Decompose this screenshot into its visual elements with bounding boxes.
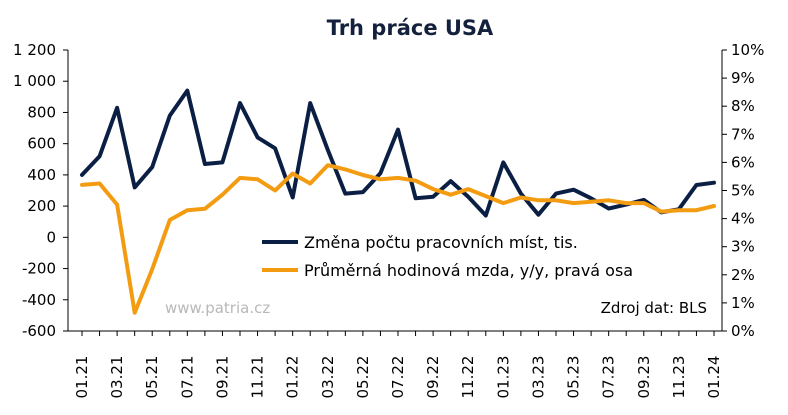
right-tick-label: 6%: [731, 153, 755, 171]
right-tick-label: 4%: [731, 210, 755, 228]
x-tick-label: 05.22: [354, 356, 372, 399]
right-axis: 0% 1% 2% 3% 4% 5% 6% 7% 8% 9% 10%: [722, 41, 764, 340]
left-axis: -600 -400 -200 0 200 400 600 800 1 000 1 200: [13, 41, 68, 340]
legend-label-jobs: Změna počtu pracovních míst, tis.: [304, 233, 578, 252]
chart-title: Trh práce USA: [327, 16, 494, 40]
x-axis: 01.21 03.21 05.21 07.21 09.21 11.21 01.22 03.22…: [73, 331, 723, 398]
x-tick-label: 01.22: [284, 356, 302, 399]
left-tick-label: 600: [27, 135, 56, 153]
series-line-jobs: [80, 88, 716, 218]
x-tick-label: 03.22: [319, 356, 337, 399]
right-tick-label: 9%: [731, 69, 755, 87]
left-tick-label: 800: [27, 103, 56, 121]
right-tick-label: 2%: [731, 266, 755, 284]
legend: Změna počtu pracovních míst, tis. Průměr…: [262, 233, 633, 280]
watermark: www.patria.cz: [165, 299, 270, 317]
left-tick-label: -200: [22, 260, 56, 278]
x-tick-label: 05.21: [143, 356, 161, 399]
left-tick-label: 1 000: [13, 72, 56, 90]
left-tick-label: 200: [27, 197, 56, 215]
left-tick-label: 400: [27, 166, 56, 184]
x-tick-label: 11.22: [459, 356, 477, 399]
right-tick-label: 1%: [731, 294, 755, 312]
right-tick-label: 0%: [731, 322, 755, 340]
right-tick-label: 5%: [731, 182, 755, 200]
right-tick-label: 7%: [731, 125, 755, 143]
right-tick-label: 3%: [731, 238, 755, 256]
left-tick-label: 1 200: [13, 41, 56, 59]
x-tick-label: 01.24: [705, 356, 723, 399]
x-tick-label: 07.21: [178, 356, 196, 399]
series-layer: [80, 88, 716, 315]
legend-label-wage: Průměrná hodinová mzda, y/y, pravá osa: [304, 261, 633, 280]
x-tick-label: 01.23: [494, 356, 512, 399]
right-tick-label: 10%: [731, 41, 764, 59]
x-tick-label: 03.21: [108, 356, 126, 399]
source-note: Zdroj dat: BLS: [601, 299, 707, 317]
x-tick-label: 11.23: [670, 356, 688, 399]
left-tick-label: 0: [46, 228, 56, 246]
x-tick-label: 09.22: [424, 356, 442, 399]
x-tick-label: 07.22: [389, 356, 407, 399]
right-tick-label: 8%: [731, 97, 755, 115]
x-tick-label: 05.23: [565, 356, 583, 399]
series-line-wage: [80, 163, 716, 315]
x-tick-label: 03.23: [529, 356, 547, 399]
x-tick-label: 09.21: [213, 356, 231, 399]
x-tick-label: 01.21: [73, 356, 91, 399]
left-tick-label: -600: [22, 322, 56, 340]
left-tick-label: -400: [22, 291, 56, 309]
x-tick-label: 09.23: [635, 356, 653, 399]
x-tick-label: 07.23: [600, 356, 618, 399]
x-tick-label: 11.21: [249, 356, 267, 399]
